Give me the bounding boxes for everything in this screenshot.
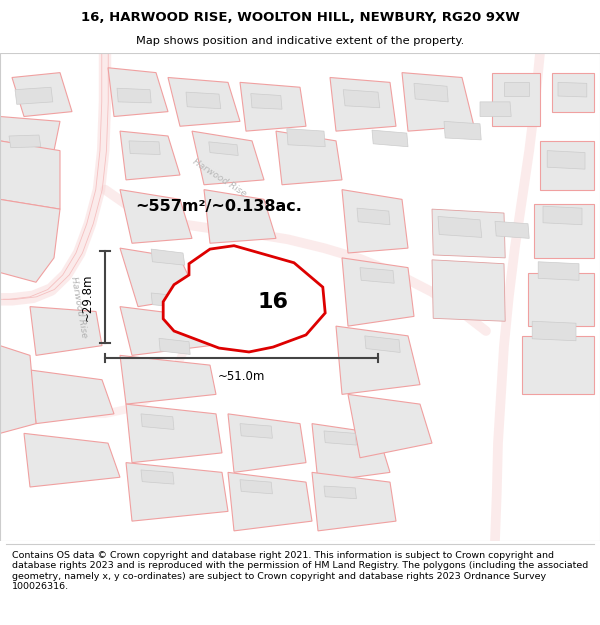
Polygon shape: [480, 102, 511, 116]
Polygon shape: [532, 321, 576, 341]
Polygon shape: [342, 258, 414, 326]
Polygon shape: [538, 262, 579, 280]
Polygon shape: [543, 206, 582, 225]
Polygon shape: [240, 82, 306, 131]
Polygon shape: [0, 199, 60, 282]
Polygon shape: [163, 246, 325, 352]
Text: ~51.0m: ~51.0m: [218, 370, 265, 383]
Polygon shape: [495, 221, 529, 238]
Polygon shape: [240, 424, 272, 438]
Polygon shape: [348, 394, 432, 458]
Polygon shape: [438, 216, 482, 238]
Polygon shape: [402, 72, 474, 131]
Polygon shape: [528, 272, 594, 326]
Polygon shape: [330, 78, 396, 131]
Text: Map shows position and indicative extent of the property.: Map shows position and indicative extent…: [136, 36, 464, 46]
Polygon shape: [324, 486, 356, 499]
Text: 16, HARWOOD RISE, WOOLTON HILL, NEWBURY, RG20 9XW: 16, HARWOOD RISE, WOOLTON HILL, NEWBURY,…: [80, 11, 520, 24]
Polygon shape: [141, 414, 174, 429]
Polygon shape: [357, 208, 390, 225]
Polygon shape: [287, 129, 325, 147]
Polygon shape: [12, 72, 72, 116]
Polygon shape: [120, 248, 198, 307]
Polygon shape: [414, 83, 448, 102]
Polygon shape: [312, 472, 396, 531]
Polygon shape: [432, 260, 505, 321]
Polygon shape: [120, 131, 180, 180]
Polygon shape: [141, 470, 174, 484]
Polygon shape: [0, 116, 60, 151]
Polygon shape: [343, 89, 380, 107]
Text: Harwood Rise: Harwood Rise: [191, 157, 247, 198]
Polygon shape: [30, 370, 114, 424]
Text: 16: 16: [257, 292, 289, 312]
Text: Contains OS data © Crown copyright and database right 2021. This information is : Contains OS data © Crown copyright and d…: [12, 551, 588, 591]
Polygon shape: [324, 431, 356, 445]
Polygon shape: [312, 424, 390, 482]
Polygon shape: [209, 142, 238, 156]
Polygon shape: [126, 462, 228, 521]
Polygon shape: [240, 480, 272, 494]
Polygon shape: [126, 404, 222, 462]
Polygon shape: [120, 307, 210, 356]
Polygon shape: [492, 72, 540, 126]
Text: ~29.8m: ~29.8m: [81, 273, 94, 321]
Polygon shape: [204, 189, 276, 243]
Polygon shape: [15, 88, 53, 104]
Polygon shape: [168, 78, 240, 126]
Polygon shape: [342, 189, 408, 253]
Polygon shape: [117, 88, 151, 103]
Polygon shape: [276, 131, 342, 185]
Polygon shape: [24, 433, 120, 487]
Polygon shape: [9, 135, 41, 148]
Polygon shape: [372, 130, 408, 147]
Polygon shape: [228, 414, 306, 472]
Text: ~557m²/~0.138ac.: ~557m²/~0.138ac.: [135, 199, 302, 214]
Polygon shape: [522, 336, 594, 394]
Polygon shape: [159, 338, 190, 354]
Polygon shape: [534, 204, 594, 258]
Polygon shape: [120, 189, 192, 243]
Polygon shape: [151, 293, 181, 308]
Polygon shape: [558, 82, 587, 97]
Polygon shape: [151, 249, 185, 265]
Polygon shape: [547, 151, 585, 169]
Polygon shape: [30, 307, 102, 356]
Polygon shape: [365, 336, 400, 352]
Polygon shape: [552, 72, 594, 112]
Polygon shape: [540, 141, 594, 189]
Polygon shape: [0, 141, 60, 209]
Polygon shape: [251, 94, 282, 109]
Text: Harwood Rise: Harwood Rise: [70, 276, 89, 338]
Polygon shape: [120, 356, 216, 404]
Polygon shape: [228, 472, 312, 531]
Polygon shape: [444, 121, 481, 140]
Polygon shape: [129, 141, 160, 154]
Polygon shape: [186, 92, 221, 109]
Polygon shape: [108, 68, 168, 116]
Polygon shape: [0, 346, 36, 433]
Polygon shape: [336, 326, 420, 394]
Polygon shape: [504, 82, 529, 96]
Polygon shape: [432, 209, 505, 258]
Polygon shape: [192, 131, 264, 185]
Polygon shape: [360, 268, 394, 283]
